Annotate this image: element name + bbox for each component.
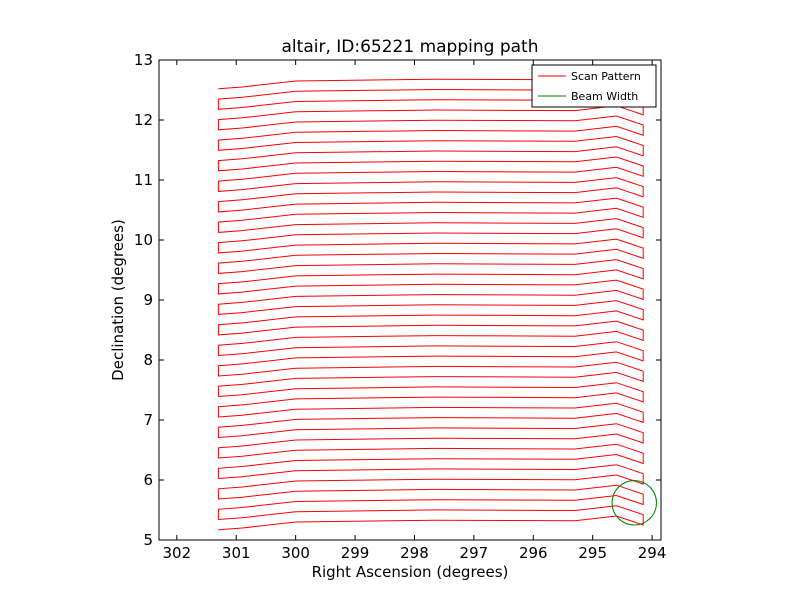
y-tick-label: 10 [134, 231, 153, 249]
y-tick-label: 9 [143, 291, 153, 309]
legend-label-scan-pattern: Scan Pattern [571, 70, 641, 83]
scan-pattern-line [217, 74, 644, 531]
x-tick-label: 295 [578, 544, 607, 562]
x-tick-label: 299 [341, 544, 370, 562]
x-tick-label: 301 [222, 544, 251, 562]
y-tick-label: 13 [134, 51, 153, 69]
plot-content [217, 74, 657, 531]
x-tick-label: 296 [519, 544, 548, 562]
y-tick-label: 12 [134, 111, 153, 129]
x-axis-label: Right Ascension (degrees) [312, 563, 509, 581]
x-axis: 302 301 300 299 298 297 296 295 294 [163, 60, 667, 562]
x-tick-label: 297 [460, 544, 489, 562]
y-tick-label: 8 [143, 351, 153, 369]
y-tick-label: 11 [134, 171, 153, 189]
legend-box [531, 64, 657, 108]
x-tick-label: 294 [638, 544, 667, 562]
y-axis: 5 6 7 8 9 10 11 12 13 [134, 51, 661, 549]
x-tick-label: 300 [281, 544, 310, 562]
y-axis-label: Declination (degrees) [109, 219, 127, 381]
y-tick-label: 7 [143, 411, 153, 429]
legend: Scan Pattern Beam Width [531, 64, 657, 108]
y-tick-label: 5 [143, 531, 153, 549]
y-tick-label: 6 [143, 471, 153, 489]
legend-label-beam-width: Beam Width [571, 90, 638, 103]
beam-width-circle [611, 480, 657, 526]
chart-title: altair, ID:65221 mapping path [282, 37, 539, 57]
x-tick-label: 298 [400, 544, 429, 562]
x-tick-label: 302 [163, 544, 192, 562]
